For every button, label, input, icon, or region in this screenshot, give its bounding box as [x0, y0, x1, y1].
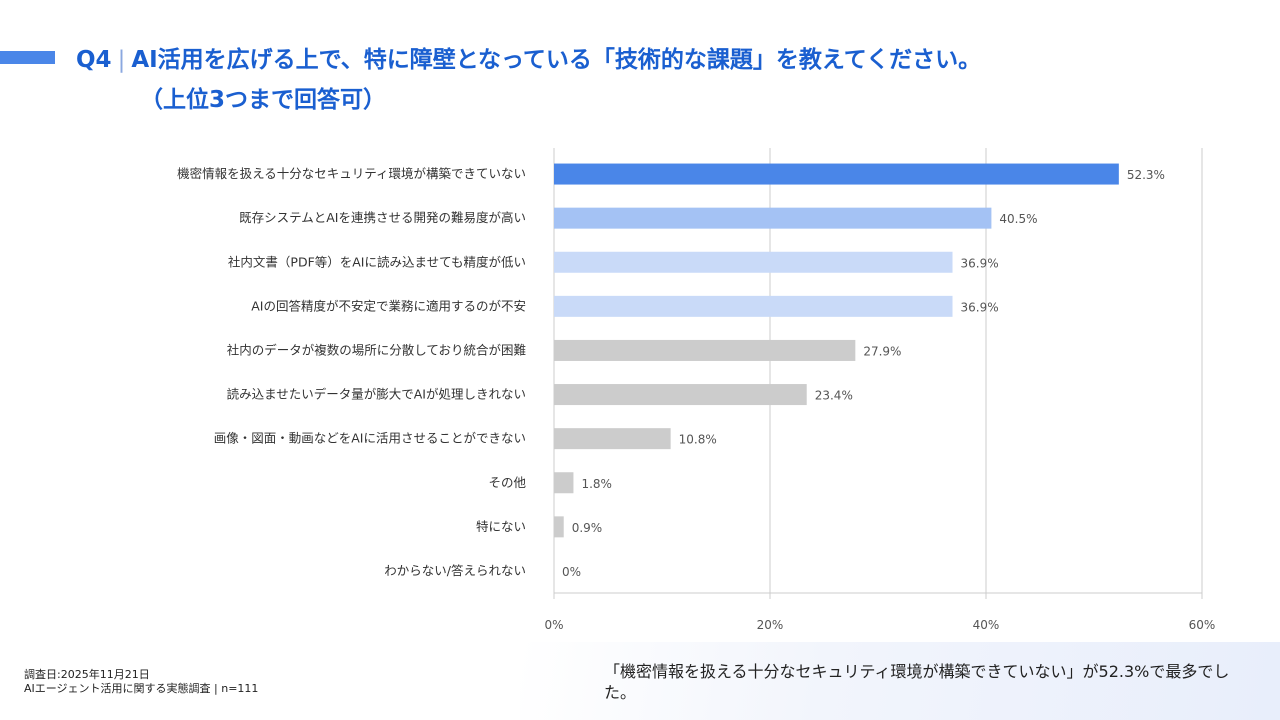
question-number: Q4 [76, 47, 112, 73]
survey-info: 調査日:2025年11月21日 AIエージェント活用に関する実態調査 | n=1… [24, 668, 258, 696]
bar [554, 516, 564, 538]
bar [554, 472, 574, 494]
title-line-1: AI活用を広げる上で、特に障壁となっている「技術的な課題」を教えてください。 [131, 47, 982, 73]
summary-text: 「機密情報を扱える十分なセキュリティ環境が構築できていない」が52.3%で最多で… [604, 662, 1230, 702]
value-label: 27.9% [863, 344, 901, 358]
category-label: AIの回答精度が不安定で業務に適用するのが不安 [251, 298, 526, 313]
value-label: 40.5% [999, 212, 1037, 226]
category-label: その他 [488, 475, 526, 490]
x-tick-label: 40% [973, 618, 1000, 632]
title-separator: | [117, 47, 126, 73]
category-label: 既存システムとAIを連携させる開発の難易度が高い [239, 210, 526, 225]
x-tick-label: 20% [757, 618, 784, 632]
category-label: 画像・図面・動画などをAIに活用させることができない [214, 431, 526, 446]
category-label: わからない/答えられない [384, 563, 526, 578]
x-tick-label: 60% [1189, 618, 1216, 632]
bar-chart: 機密情報を扱える十分なセキュリティ環境が構築できていない既存システムとAIを連携… [177, 148, 1215, 632]
page-title: Q4 | AI活用を広げる上で、特に障壁となっている「技術的な課題」を教えてください… [76, 40, 981, 120]
category-label: 社内のデータが複数の場所に分散しており統合が困難 [227, 342, 526, 357]
category-label: 読み込ませたいデータ量が膨大でAIが処理しきれない [227, 387, 526, 402]
chart-bars [554, 163, 1119, 538]
bar [554, 207, 992, 229]
value-label: 0.9% [572, 521, 603, 535]
value-label: 10.8% [679, 433, 717, 447]
chart-category-labels: 機密情報を扱える十分なセキュリティ環境が構築できていない既存システムとAIを連携… [177, 166, 526, 578]
value-label: 23.4% [815, 389, 853, 403]
category-label: 社内文書（PDF等）をAIに読み込ませても精度が低い [228, 254, 526, 269]
survey-date: 調査日:2025年11月21日 [24, 668, 150, 681]
summary-box: 「機密情報を扱える十分なセキュリティ環境が構築できていない」が52.3%で最多で… [520, 642, 1280, 720]
survey-name: AIエージェント活用に関する実態調査 | n=111 [24, 682, 259, 695]
value-label: 0% [562, 565, 581, 579]
chart-x-ticks: 0% 20% 40% 60% [544, 618, 1215, 632]
value-label: 52.3% [1127, 168, 1165, 182]
category-label: 機密情報を扱える十分なセキュリティ環境が構築できていない [177, 166, 526, 181]
value-label: 36.9% [961, 256, 999, 270]
bar [554, 163, 1119, 185]
x-tick-label: 0% [544, 618, 563, 632]
value-label: 36.9% [961, 300, 999, 314]
accent-bar [0, 51, 55, 64]
bar [554, 339, 856, 361]
title-line-2: （上位3つまで回答可） [140, 87, 387, 113]
bar [554, 428, 671, 450]
chart-value-labels: 52.3% 40.5% 36.9% 36.9% 27.9% 23.4% 10.8% 1.8% 0… [562, 168, 1165, 579]
bar [554, 295, 953, 317]
category-label: 特にない [476, 519, 526, 534]
value-label: 1.8% [581, 477, 612, 491]
bar [554, 251, 953, 273]
bar [554, 384, 807, 406]
